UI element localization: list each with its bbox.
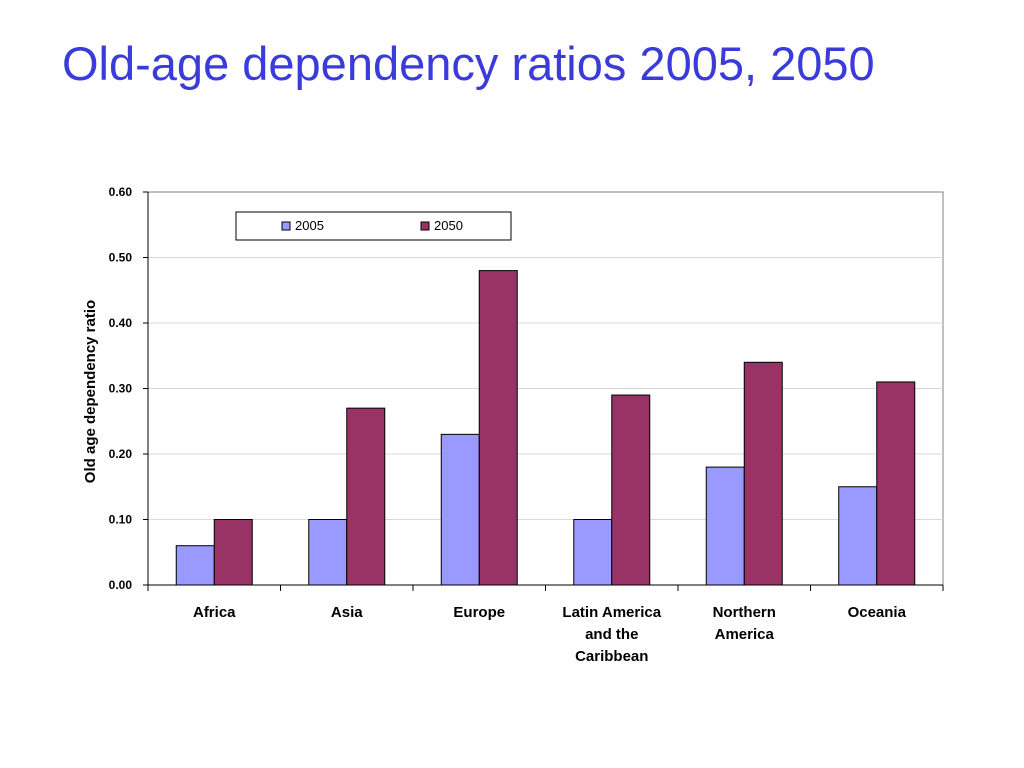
bar-2050 (346, 407, 386, 586)
y-tick-label: 0.00 (109, 578, 133, 592)
y-tick-label: 0.20 (109, 447, 133, 461)
bar-2050 (743, 361, 783, 586)
y-tick-label: 0.50 (109, 251, 133, 265)
gridlines (147, 191, 944, 586)
bar-2005 (838, 486, 878, 586)
bar-2005 (440, 433, 480, 586)
legend-label-2005: 2005 (295, 218, 324, 233)
x-category-label: Latin America and the Caribbean (562, 604, 661, 665)
bar-2005 (705, 466, 745, 586)
x-category-label: Northern America (713, 604, 776, 643)
bar-2050 (876, 381, 916, 586)
bar-2050 (611, 394, 651, 586)
legend-swatch-2005 (281, 221, 291, 231)
y-tick-label: 0.60 (109, 185, 133, 199)
bar-2005 (308, 519, 348, 586)
y-axis-title: Old age dependency ratio (82, 300, 99, 483)
slide-title: Old-age dependency ratios 2005, 2050 (62, 37, 875, 90)
x-category-label: Oceania (848, 604, 907, 621)
legend-label-2050: 2050 (434, 218, 463, 233)
legend-swatch-2050 (420, 221, 430, 231)
bar-2005 (175, 545, 215, 586)
x-category-label: Asia (331, 604, 363, 621)
axes (143, 191, 944, 591)
y-tick-label: 0.30 (109, 382, 133, 396)
x-category-label: Europe (453, 604, 505, 621)
bar-2050 (478, 270, 518, 586)
y-tick-label: 0.10 (109, 513, 133, 527)
x-category-label: Africa (193, 604, 236, 621)
labels: 0.00 0.10 0.20 0.30 0.40 0.50 0.60 Africa Asia Eu… (82, 185, 907, 665)
bar-2005 (573, 519, 613, 586)
legend-box (235, 211, 512, 241)
bar-2050 (213, 519, 253, 586)
bars (175, 270, 916, 586)
y-tick-label: 0.40 (109, 316, 133, 330)
legend: 2005 2050 (235, 211, 512, 241)
